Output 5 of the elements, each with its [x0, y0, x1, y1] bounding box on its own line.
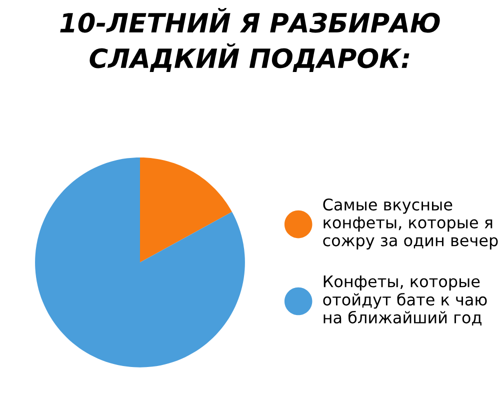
chart-title: 10-ЛЕТНИЙ Я РАЗБИРАЮ СЛАДКИЙ ПОДАРОК:: [60, 8, 440, 72]
legend-label: Самые вкусные конфеты, которые я сожру за один вечер: [323, 198, 498, 250]
legend-label: Конфеты, которые отойдут бате к чаю на ближайший год: [323, 276, 487, 326]
pie-slice: [35, 157, 245, 368]
pie-slice: [140, 157, 232, 262]
